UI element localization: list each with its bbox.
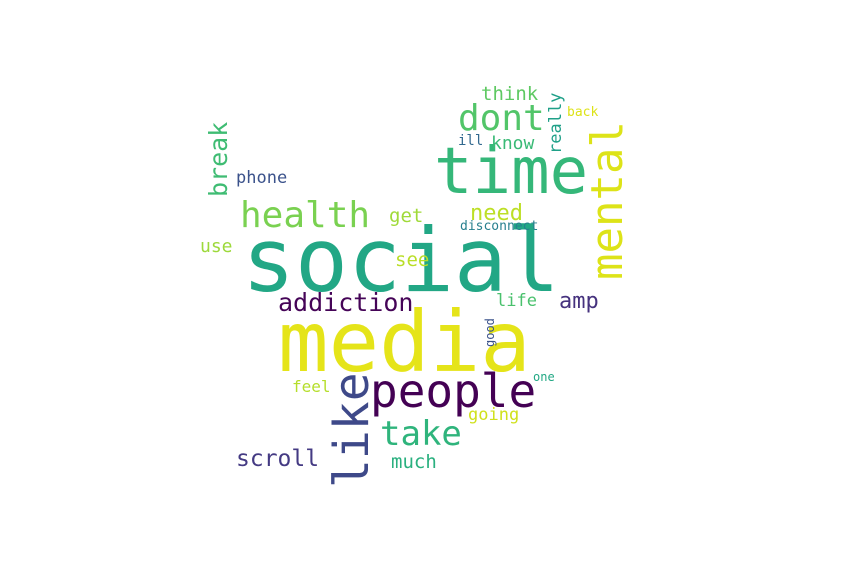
word-time: time: [434, 135, 589, 209]
word-going: going: [468, 405, 520, 425]
word-disconnect: disconnect: [460, 219, 539, 234]
word-know: know: [491, 133, 535, 154]
word-scroll: scroll: [236, 446, 320, 472]
word-phone: phone: [236, 168, 288, 188]
word-health: health: [240, 195, 371, 236]
word-use: use: [200, 236, 233, 257]
word-really: really: [546, 92, 566, 154]
word-good: good: [483, 318, 497, 347]
word-dont: dont: [458, 98, 545, 139]
word-social: social: [242, 209, 560, 312]
word-ill: ill: [458, 133, 484, 149]
word-people: people: [370, 364, 537, 418]
word-one: one: [533, 370, 555, 384]
word-addiction: addiction: [278, 288, 414, 317]
word-life: life: [496, 291, 537, 311]
word-take: take: [380, 414, 462, 454]
word-see: see: [395, 249, 430, 271]
word-back: back: [567, 105, 599, 120]
word-need: need: [470, 201, 523, 226]
word-mental: mental: [582, 121, 633, 280]
word-break: break: [204, 121, 233, 197]
word-like: like: [324, 372, 380, 488]
word-get: get: [389, 205, 424, 227]
word-think: think: [481, 83, 539, 105]
word-media: media: [278, 293, 531, 391]
word-much: much: [391, 451, 437, 473]
word-amp: amp: [559, 289, 599, 314]
word-feel: feel: [292, 377, 331, 396]
